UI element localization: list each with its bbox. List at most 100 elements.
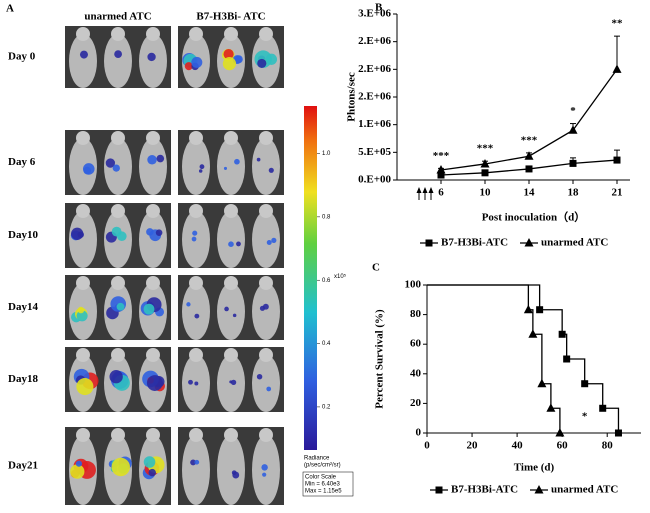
signal	[256, 157, 261, 162]
significance: **	[612, 18, 624, 30]
mouse	[139, 34, 167, 88]
signal	[114, 50, 122, 58]
signal	[148, 468, 156, 477]
marker	[568, 125, 578, 134]
mouse-head	[224, 348, 238, 362]
signal	[194, 459, 200, 465]
y-tick-label: 20	[410, 397, 422, 409]
signal	[105, 158, 116, 168]
signal	[191, 56, 203, 68]
signal	[155, 229, 163, 236]
legend-marker	[534, 485, 544, 494]
scale-box	[302, 471, 354, 497]
marker	[481, 169, 489, 177]
legend-label: unarmed ATC	[541, 237, 608, 249]
scale-text: Color Scale	[305, 475, 337, 481]
signal	[257, 58, 267, 68]
arrow-head	[428, 187, 434, 193]
mouse-head	[146, 348, 160, 362]
signal	[198, 169, 203, 173]
signal	[268, 167, 274, 173]
mouse-head	[259, 27, 273, 41]
signal	[77, 306, 85, 314]
marker	[546, 403, 556, 412]
colorbar-tick-label: 0.4	[322, 341, 331, 347]
signal	[147, 154, 157, 165]
mouse-head	[146, 204, 160, 218]
signal	[266, 386, 272, 392]
mouse-head	[224, 27, 238, 41]
colorbar-title: (p/sec/cm²/sr)	[304, 463, 341, 469]
mouse	[217, 283, 245, 340]
column-header: B7-H3Bi- ATC	[196, 11, 265, 23]
signal	[191, 236, 197, 242]
legend-marker	[435, 486, 443, 494]
signal	[262, 472, 267, 477]
colorbar-tick-label: 1.0	[322, 151, 331, 157]
legend-label: B7-H3Bi-ATC	[451, 484, 518, 496]
x-tick-label: 20	[467, 440, 479, 452]
signal	[266, 240, 272, 246]
signal	[147, 52, 156, 62]
mouse-head	[189, 27, 203, 41]
signal	[236, 241, 241, 247]
marker	[537, 378, 547, 388]
signal	[190, 459, 197, 466]
signal	[184, 62, 193, 71]
signal	[82, 163, 95, 175]
mouse-head	[189, 428, 203, 442]
signal	[228, 241, 234, 248]
mouse-head	[259, 276, 273, 290]
signal	[116, 302, 125, 311]
y-tick-label: 0	[416, 427, 422, 439]
signal	[194, 313, 200, 319]
mouse	[217, 138, 245, 195]
signal	[265, 53, 278, 65]
x-tick-label: 0	[424, 440, 430, 452]
mouse	[252, 355, 280, 412]
marker	[536, 306, 544, 314]
signal	[232, 313, 237, 318]
marker	[614, 429, 622, 437]
marker	[581, 380, 589, 388]
signal	[70, 464, 85, 479]
mouse	[252, 138, 280, 195]
survival-curve	[427, 284, 620, 433]
signal	[111, 457, 130, 477]
signal	[112, 164, 120, 172]
signal	[75, 460, 83, 467]
signal	[262, 303, 269, 310]
row-label: Day10	[8, 229, 38, 241]
significance: *	[570, 105, 576, 117]
signal	[188, 379, 193, 385]
row-label: Day 6	[8, 156, 36, 168]
marker	[612, 64, 622, 73]
mouse-head	[224, 204, 238, 218]
y-tick-label: 80	[410, 308, 422, 320]
scale-text: Max = 1.15e5	[305, 489, 342, 495]
signal	[256, 373, 263, 380]
mouse-head	[224, 276, 238, 290]
colorbar-title: Radiance	[304, 456, 330, 462]
signal	[71, 227, 84, 240]
x-tick-label: 21	[612, 187, 623, 199]
marker	[558, 330, 566, 338]
colorbar-tick-label: 0.6	[322, 278, 331, 284]
mouse-head	[76, 348, 90, 362]
signal	[199, 164, 205, 170]
mouse-head	[111, 348, 125, 362]
mouse-head	[146, 27, 160, 41]
signal	[261, 464, 268, 471]
signal	[109, 370, 123, 384]
signal	[143, 303, 155, 315]
y-tick-label: 5.E+05	[358, 146, 391, 158]
marker	[436, 165, 446, 174]
scale-text: Min = 6.40e3	[305, 482, 341, 488]
marker	[480, 158, 490, 168]
signal	[234, 158, 240, 165]
mouse-head	[111, 131, 125, 145]
mouse	[182, 435, 210, 505]
signal	[230, 379, 237, 386]
legend-label: unarmed ATC	[551, 484, 618, 496]
y-tick-label: 40	[410, 367, 422, 379]
